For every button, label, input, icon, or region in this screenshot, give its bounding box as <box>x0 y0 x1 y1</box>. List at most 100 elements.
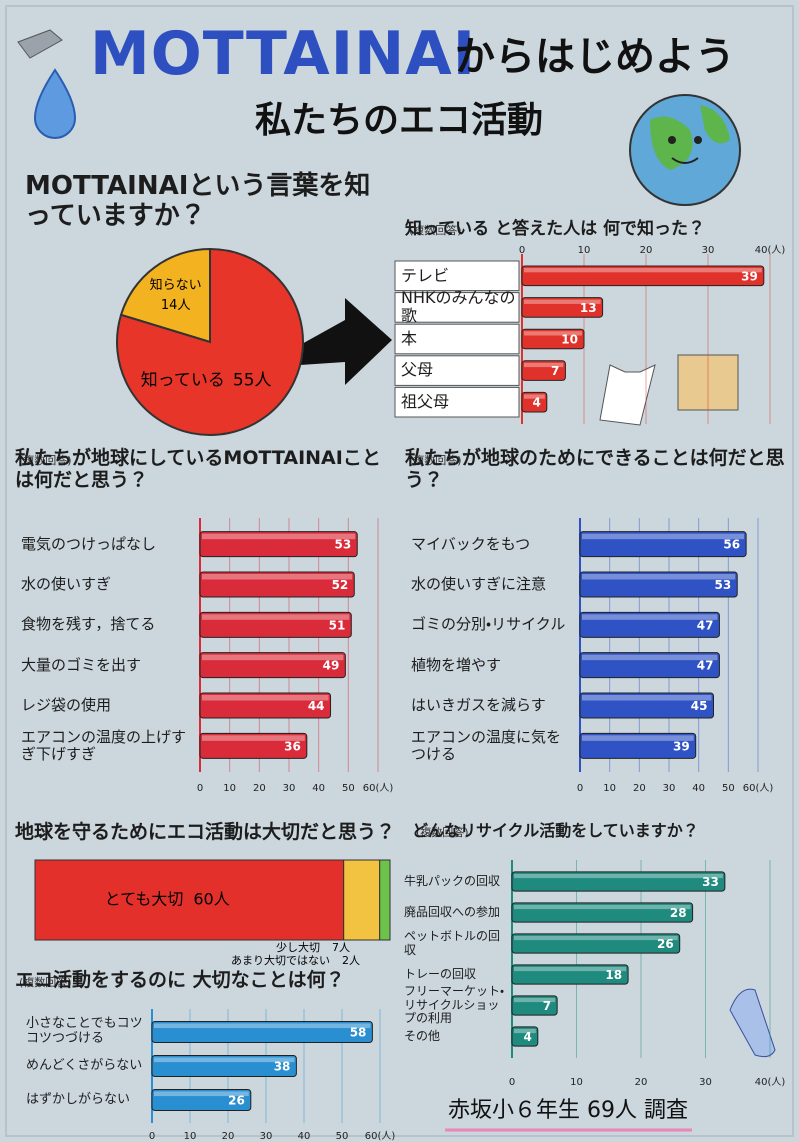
x-tick-label: 10 <box>570 1077 583 1088</box>
value-label: 26 <box>228 1094 245 1108</box>
pie-value-label: 14人 <box>161 298 191 313</box>
pie-label: 知らない <box>150 277 202 293</box>
label-box <box>394 323 520 355</box>
x-tick-label: 60(人) <box>365 1131 396 1142</box>
bar-shine <box>582 654 718 661</box>
bar <box>511 871 726 892</box>
value-label: 58 <box>350 1026 367 1040</box>
bar <box>511 933 681 954</box>
bar-shine <box>514 966 627 972</box>
value-label: 13 <box>580 301 597 315</box>
x-tick-label: 50 <box>342 783 355 794</box>
chart-title: 私たちが地球にしているMOTTAINAIことは何だと思う？ (複数回答) <box>15 447 395 491</box>
chart-title-text: 私たちが地球にしているMOTTAINAIことは何だと思う？ <box>15 447 381 491</box>
chart-title-text: 知っている と答えた人は 何で知った？ <box>405 219 705 239</box>
bar <box>521 391 548 413</box>
x-tick-label: 20 <box>635 1077 648 1088</box>
segment-label: とても大切 <box>105 890 184 909</box>
x-tick-label: 20 <box>640 245 653 256</box>
bar-shine <box>514 873 723 879</box>
category-label: めんどくさがらない <box>26 1057 143 1073</box>
bar <box>521 265 765 287</box>
bar-shine <box>202 573 353 580</box>
x-tick-label: 0 <box>519 245 525 256</box>
bar-shine <box>202 654 344 661</box>
bar <box>511 995 558 1016</box>
x-tick-label: 30 <box>702 245 715 256</box>
x-tick-label: 0 <box>577 783 583 794</box>
pie-slice <box>119 247 211 344</box>
bar-shine <box>514 1028 536 1034</box>
category-label: 父母 <box>401 360 434 380</box>
bar-shine <box>582 735 694 741</box>
category-label: フリーマーケット・リサイクルショップの利用 <box>404 983 505 1026</box>
value-label: 52 <box>332 578 349 592</box>
segment-value-label: 2人 <box>342 954 360 967</box>
stacked-segment <box>379 859 391 941</box>
value-label: 26 <box>657 937 674 951</box>
value-label: 39 <box>673 739 690 753</box>
bar-shine <box>514 904 691 910</box>
category-label: ゴミの分別・リサイクル <box>411 615 566 634</box>
category-label: 本 <box>401 328 418 348</box>
value-label: 28 <box>670 906 687 920</box>
value-label: 4 <box>523 1030 531 1044</box>
bar <box>521 297 604 318</box>
chart-title: 私たちが地球のためにできることは何だと思う？ (複数回答) <box>405 447 785 491</box>
category-label: エアコンの温度の上げすぎ下げすぎ <box>21 727 187 763</box>
category-label: 祖父母 <box>401 391 450 411</box>
arrow <box>300 298 392 385</box>
bar <box>199 732 308 759</box>
bar <box>579 571 738 598</box>
chart-title-text: エコ活動をするのに 大切なことは何？ <box>15 969 345 991</box>
value-label: 36 <box>284 739 301 753</box>
chart-title: エコ活動をするのに 大切なことは何？ (複数回答) <box>15 969 400 992</box>
segment-value-label: 7人 <box>332 941 350 954</box>
x-tick-label: 0 <box>149 1131 155 1142</box>
stacked-segment <box>34 859 345 941</box>
x-tick-label: 0 <box>509 1077 515 1088</box>
bar-shine <box>524 331 582 336</box>
chart-title-text: 地球を守るためにエコ活動は大切だと思う？ <box>15 821 396 843</box>
bar-shine <box>524 362 564 368</box>
x-tick-label: 60(人) <box>363 783 394 794</box>
title-a: MOTTAINAI <box>90 19 477 89</box>
category-label: はいきガスを減らす <box>411 695 546 714</box>
pie-label: 知っている <box>141 371 225 391</box>
bar-shine <box>514 997 556 1003</box>
bar-shine <box>154 1057 295 1063</box>
x-tick-label: 60(人) <box>743 783 774 794</box>
label-box <box>394 386 520 418</box>
chart-title-text: 私たちが地球のためにできることは何だと思う？ <box>405 447 785 491</box>
bottle <box>729 988 776 1058</box>
chart-note: (複数回答) <box>409 454 462 467</box>
category-label: エアコンの温度に気をつける <box>411 727 562 763</box>
bar-shine <box>582 614 718 620</box>
value-label: 18 <box>605 968 622 982</box>
bar <box>511 964 629 985</box>
bar <box>199 571 355 598</box>
bar <box>521 360 566 381</box>
title-b: からはじめよう <box>455 34 735 80</box>
category-label: テレビ <box>401 265 450 285</box>
bar <box>151 1088 252 1112</box>
bar <box>521 328 585 350</box>
globe-eye <box>694 136 702 144</box>
globe-smile <box>671 157 699 164</box>
value-label: 45 <box>691 699 708 713</box>
stacked-segment <box>343 859 381 941</box>
faucet <box>17 29 63 59</box>
plastic-bag <box>599 364 656 426</box>
footer: 赤坂小６年生 69人 調査 <box>448 1098 688 1123</box>
bar <box>579 611 720 638</box>
chart-note: (複数回答) <box>19 454 72 467</box>
segment-label: 少し大切 <box>276 940 320 954</box>
x-tick-label: 50 <box>722 783 735 794</box>
category-label: 大量のゴミを出す <box>21 655 142 674</box>
chart-note: (複数回答) <box>409 224 462 237</box>
category-label: 水の使いすぎに注意 <box>411 574 547 593</box>
value-label: 44 <box>308 699 325 713</box>
bar-shine <box>524 268 762 273</box>
